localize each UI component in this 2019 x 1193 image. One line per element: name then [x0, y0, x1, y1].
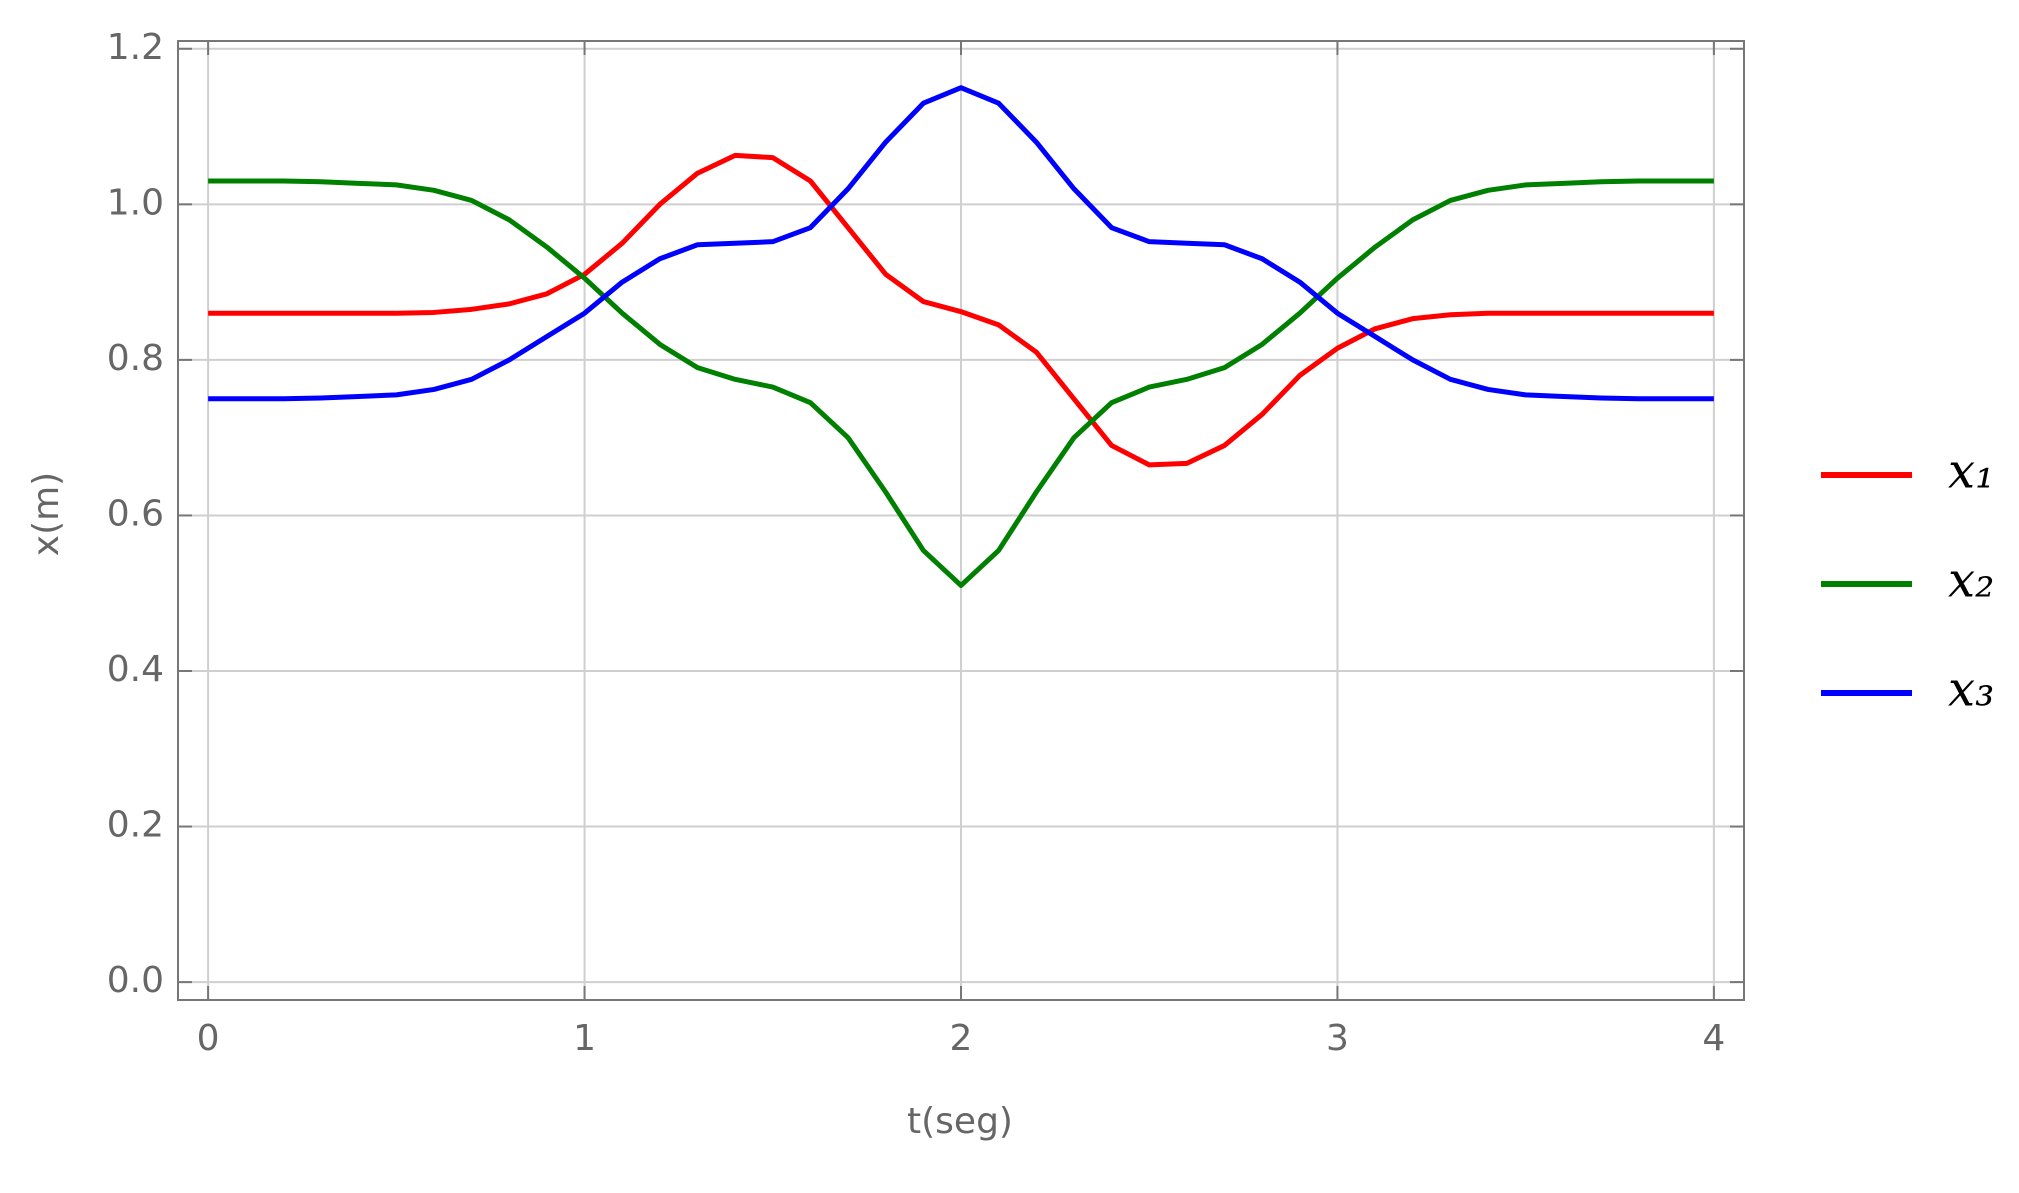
y-tick-label: 0.8: [107, 338, 164, 379]
data-line: [208, 178, 1714, 588]
data-line: [208, 152, 1714, 468]
legend-label: x₁: [1948, 444, 1994, 500]
x-axis-title: t(seg): [907, 1101, 1013, 1142]
y-tick-label: 0.0: [107, 960, 164, 1001]
legend-label: x₃: [1948, 662, 1994, 718]
y-tick-label: 1.0: [107, 182, 164, 223]
y-tick-label: 1.2: [107, 27, 164, 68]
data-line: [208, 85, 1714, 402]
y-tick-label: 0.2: [107, 805, 164, 846]
y-tick-label: 0.6: [107, 493, 164, 534]
x-tick-label: 2: [950, 1018, 973, 1059]
x-tick-label: 0: [197, 1018, 220, 1059]
legend-label: x₂: [1948, 553, 1994, 609]
plot-frame: [177, 40, 1745, 1001]
x-tick-label: 3: [1326, 1018, 1349, 1059]
x-tick-label: 4: [1702, 1018, 1725, 1059]
y-axis-title: x(m): [26, 472, 67, 556]
x-tick-label: 1: [573, 1018, 596, 1059]
y-tick-label: 0.4: [107, 649, 164, 690]
